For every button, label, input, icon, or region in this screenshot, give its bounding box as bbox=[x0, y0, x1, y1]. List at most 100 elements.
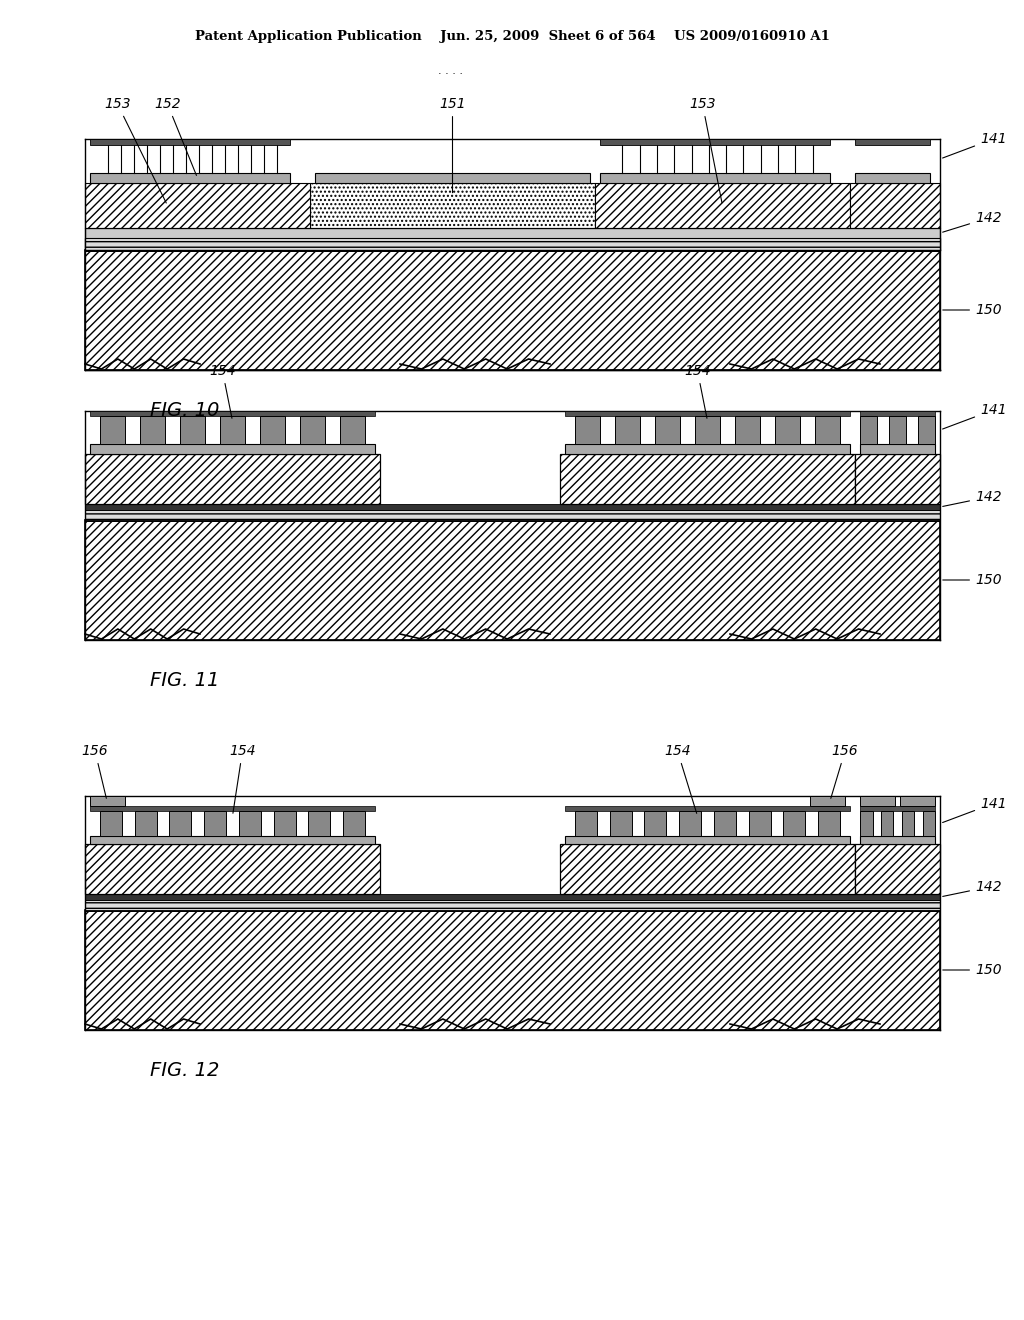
Bar bbox=[308, 810, 331, 836]
Bar bbox=[85, 248, 940, 252]
Bar bbox=[565, 836, 850, 843]
Bar bbox=[85, 510, 940, 520]
Text: 141: 141 bbox=[943, 796, 1007, 822]
Bar bbox=[90, 411, 375, 416]
Bar bbox=[169, 810, 191, 836]
Bar bbox=[85, 454, 380, 504]
Bar bbox=[315, 173, 590, 183]
Bar bbox=[90, 807, 375, 810]
Text: 142: 142 bbox=[943, 211, 1001, 232]
Bar bbox=[310, 183, 595, 228]
Bar bbox=[560, 843, 855, 894]
Bar bbox=[815, 416, 840, 444]
Bar bbox=[85, 504, 940, 510]
Bar bbox=[85, 238, 940, 249]
Bar bbox=[775, 416, 800, 444]
Bar bbox=[343, 810, 365, 836]
Text: 153: 153 bbox=[104, 96, 166, 203]
Text: 154: 154 bbox=[229, 744, 256, 813]
Bar bbox=[239, 810, 261, 836]
Bar bbox=[85, 900, 940, 909]
Text: 142: 142 bbox=[943, 490, 1001, 507]
Bar bbox=[90, 173, 290, 183]
Bar bbox=[783, 810, 805, 836]
Bar bbox=[855, 139, 930, 145]
Text: 152: 152 bbox=[155, 96, 197, 176]
Bar bbox=[860, 836, 935, 843]
Bar bbox=[735, 416, 760, 444]
Bar bbox=[100, 416, 125, 444]
Text: Patent Application Publication    Jun. 25, 2009  Sheet 6 of 564    US 2009/01609: Patent Application Publication Jun. 25, … bbox=[195, 30, 829, 44]
Bar bbox=[749, 810, 771, 836]
Bar bbox=[140, 416, 165, 444]
Text: 150: 150 bbox=[943, 304, 1001, 317]
Bar bbox=[340, 416, 365, 444]
Text: 150: 150 bbox=[943, 573, 1001, 587]
Bar bbox=[600, 139, 830, 145]
Bar bbox=[595, 183, 850, 228]
Bar bbox=[679, 810, 701, 836]
Text: FIG. 10: FIG. 10 bbox=[150, 400, 219, 420]
Bar bbox=[881, 810, 893, 836]
Bar bbox=[85, 894, 940, 900]
Bar bbox=[220, 416, 245, 444]
Bar bbox=[85, 843, 380, 894]
Bar bbox=[902, 810, 914, 836]
Bar bbox=[565, 411, 850, 416]
Bar bbox=[860, 444, 935, 454]
Bar bbox=[695, 416, 720, 444]
Bar bbox=[204, 810, 226, 836]
Bar bbox=[85, 908, 940, 912]
Bar bbox=[644, 810, 667, 836]
Bar bbox=[90, 796, 125, 807]
Bar bbox=[810, 796, 845, 807]
Text: 156: 156 bbox=[82, 744, 109, 799]
Bar bbox=[609, 810, 632, 836]
Bar bbox=[260, 416, 285, 444]
Text: 151: 151 bbox=[439, 96, 466, 193]
Bar bbox=[860, 807, 935, 810]
Bar bbox=[860, 411, 935, 416]
Bar bbox=[575, 416, 600, 444]
Bar bbox=[180, 416, 205, 444]
Text: 141: 141 bbox=[943, 132, 1007, 158]
Text: 141: 141 bbox=[943, 403, 1007, 429]
Bar bbox=[565, 444, 850, 454]
Bar bbox=[85, 249, 940, 370]
Bar bbox=[85, 238, 940, 249]
Bar bbox=[860, 810, 872, 836]
Bar bbox=[818, 810, 840, 836]
Bar bbox=[575, 810, 597, 836]
Bar bbox=[714, 810, 736, 836]
Bar bbox=[100, 810, 122, 836]
Bar bbox=[273, 810, 296, 836]
Bar bbox=[900, 796, 935, 807]
Bar bbox=[85, 909, 940, 1030]
Text: 150: 150 bbox=[943, 964, 1001, 977]
Bar bbox=[855, 454, 940, 504]
Bar bbox=[135, 810, 157, 836]
Bar bbox=[300, 416, 325, 444]
Bar bbox=[923, 810, 935, 836]
Text: 142: 142 bbox=[943, 880, 1001, 896]
Bar bbox=[850, 183, 940, 228]
Bar bbox=[85, 517, 940, 521]
Bar bbox=[860, 796, 895, 807]
Bar bbox=[85, 228, 940, 238]
Bar bbox=[615, 416, 640, 444]
Bar bbox=[855, 843, 940, 894]
Bar bbox=[860, 416, 877, 444]
Text: FIG. 11: FIG. 11 bbox=[150, 671, 219, 689]
Text: 154: 154 bbox=[684, 364, 711, 418]
Bar bbox=[560, 454, 855, 504]
Bar bbox=[90, 139, 290, 145]
Text: · · · ·: · · · · bbox=[437, 69, 463, 79]
Bar bbox=[600, 173, 830, 183]
Bar bbox=[855, 173, 930, 183]
Bar bbox=[565, 807, 850, 810]
Bar bbox=[90, 836, 375, 843]
Bar bbox=[85, 183, 310, 228]
Text: 154: 154 bbox=[209, 364, 236, 418]
Text: FIG. 12: FIG. 12 bbox=[150, 1060, 219, 1080]
Bar bbox=[85, 520, 940, 640]
